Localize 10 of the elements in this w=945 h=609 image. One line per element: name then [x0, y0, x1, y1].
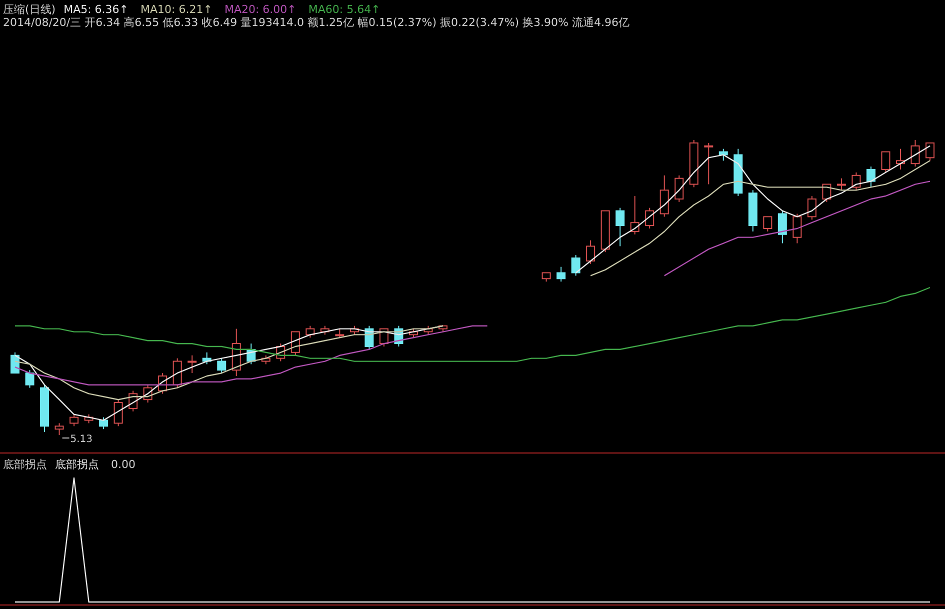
- chart-title: 底部拐点: [3, 458, 47, 471]
- text: MA60: 5.64↑: [308, 3, 380, 16]
- series-label: 底部拐点: [55, 458, 99, 471]
- text: 0.00: [111, 458, 136, 471]
- chart-title: 压缩(日线): [3, 3, 56, 16]
- text: MA10: 6.21↑: [140, 3, 212, 16]
- text: MA5: 6.36↑: [64, 3, 129, 16]
- text: 2014/08/20/三 开6.34 高6.55 低6.33 收6.49 量193414.0 额1.25亿 幅0.15(2.37%) 振0.22(3.47%) 换3.90% 流通4.96亿: [3, 16, 630, 29]
- annotation: 5.13: [70, 434, 93, 445]
- text: MA20: 6.00↑: [224, 3, 296, 16]
